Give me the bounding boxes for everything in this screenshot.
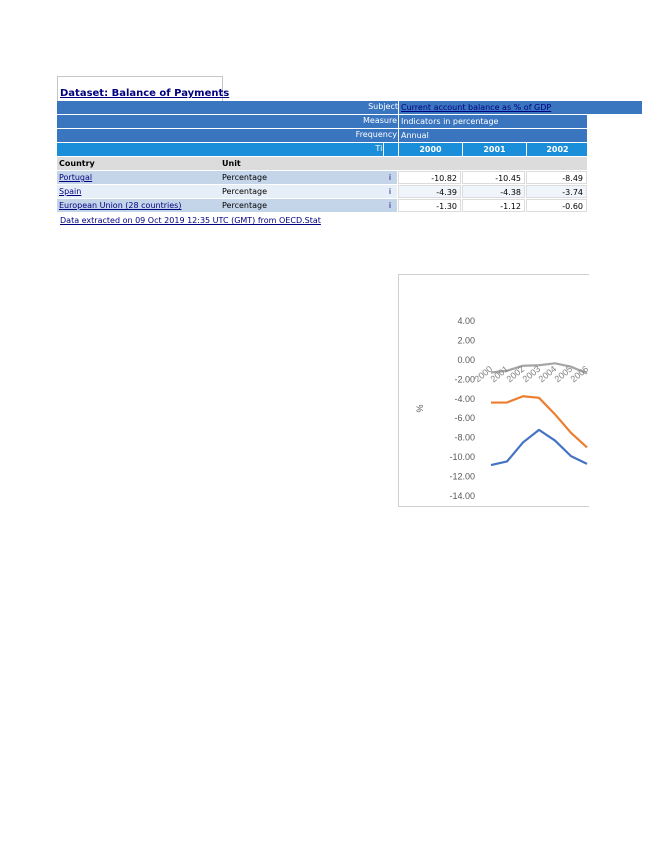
unit-cell: Percentage <box>220 199 385 212</box>
unit-cell: Percentage <box>220 185 385 198</box>
subject-link[interactable]: Current account balance as % of GDP <box>398 101 641 114</box>
extraction-footer-link[interactable]: Data extracted on 09 Oct 2019 12:35 UTC … <box>60 216 321 225</box>
info-flag-icon[interactable]: i <box>383 199 397 212</box>
value-cell: -1.12 <box>462 199 525 212</box>
y-tick-label: 2.00 <box>457 335 475 345</box>
series-line-portugal <box>490 428 588 467</box>
value-cell: -8.49 <box>526 171 587 184</box>
title-box <box>57 76 223 101</box>
value-cell: -10.45 <box>462 171 525 184</box>
dimension-value: Annual <box>398 129 429 142</box>
y-tick-label: -8.00 <box>454 433 475 443</box>
y-tick-label: 0.00 <box>457 355 475 365</box>
y-tick-label: -10.00 <box>449 452 475 462</box>
unit-header: Unit <box>222 159 241 168</box>
time-spacer <box>383 143 398 156</box>
dimension-row-frequency: Frequency Annual <box>57 129 587 143</box>
y-axis-label: % <box>415 404 425 412</box>
dimension-label: Measure <box>363 116 397 125</box>
y-tick-label: -4.00 <box>454 394 475 404</box>
column-header-row: Country Unit <box>57 157 587 170</box>
year-header: 2002 <box>526 143 588 156</box>
series-line-eu <box>490 362 588 375</box>
dimension-label: Subject <box>368 102 398 111</box>
country-link[interactable]: Portugal <box>57 171 221 184</box>
dimension-label: Frequency <box>355 130 397 139</box>
chart-container: 4.00 2.00 0.00 -2.00 -4.00 -6.00 -8.00 -10.00 -1… <box>398 274 589 507</box>
unit-cell: Percentage <box>220 171 385 184</box>
table-row: Spain Percentage i -4.39 -4.38 -3.74 <box>57 185 587 199</box>
country-link[interactable]: European Union (28 countries) <box>57 199 221 212</box>
year-header: 2001 <box>462 143 526 156</box>
value-cell: -1.30 <box>398 199 461 212</box>
info-flag-icon[interactable]: i <box>383 171 397 184</box>
series-line-spain <box>490 395 588 449</box>
dimension-row-subject: Subject Current account balance as % of … <box>57 101 642 115</box>
y-tick-label: -6.00 <box>454 413 475 423</box>
info-flag-icon[interactable]: i <box>383 185 397 198</box>
line-chart: 4.00 2.00 0.00 -2.00 -4.00 -6.00 -8.00 -10.00 -1… <box>415 316 589 501</box>
country-link[interactable]: Spain <box>57 185 221 198</box>
dimension-row-measure: Measure Indicators in percentage <box>57 115 587 129</box>
value-cell: -10.82 <box>398 171 461 184</box>
country-header: Country <box>59 159 95 168</box>
value-cell: -0.60 <box>526 199 587 212</box>
value-cell: -4.39 <box>398 185 461 198</box>
value-cell: -4.38 <box>462 185 525 198</box>
table-row: European Union (28 countries) Percentage… <box>57 199 587 213</box>
y-tick-label: -12.00 <box>449 472 475 482</box>
dataset-title[interactable]: Dataset: Balance of Payments <box>60 88 230 99</box>
time-row: Time 2000 2001 2002 <box>57 143 587 156</box>
table-row: Portugal Percentage i -10.82 -10.45 -8.4… <box>57 171 587 185</box>
y-tick-label: -2.00 <box>454 374 475 384</box>
dimension-value: Indicators in percentage <box>398 115 498 128</box>
value-cell: -3.74 <box>526 185 587 198</box>
y-tick-label: 4.00 <box>457 316 475 326</box>
year-header: 2000 <box>398 143 462 156</box>
y-tick-label: -14.00 <box>449 491 475 501</box>
